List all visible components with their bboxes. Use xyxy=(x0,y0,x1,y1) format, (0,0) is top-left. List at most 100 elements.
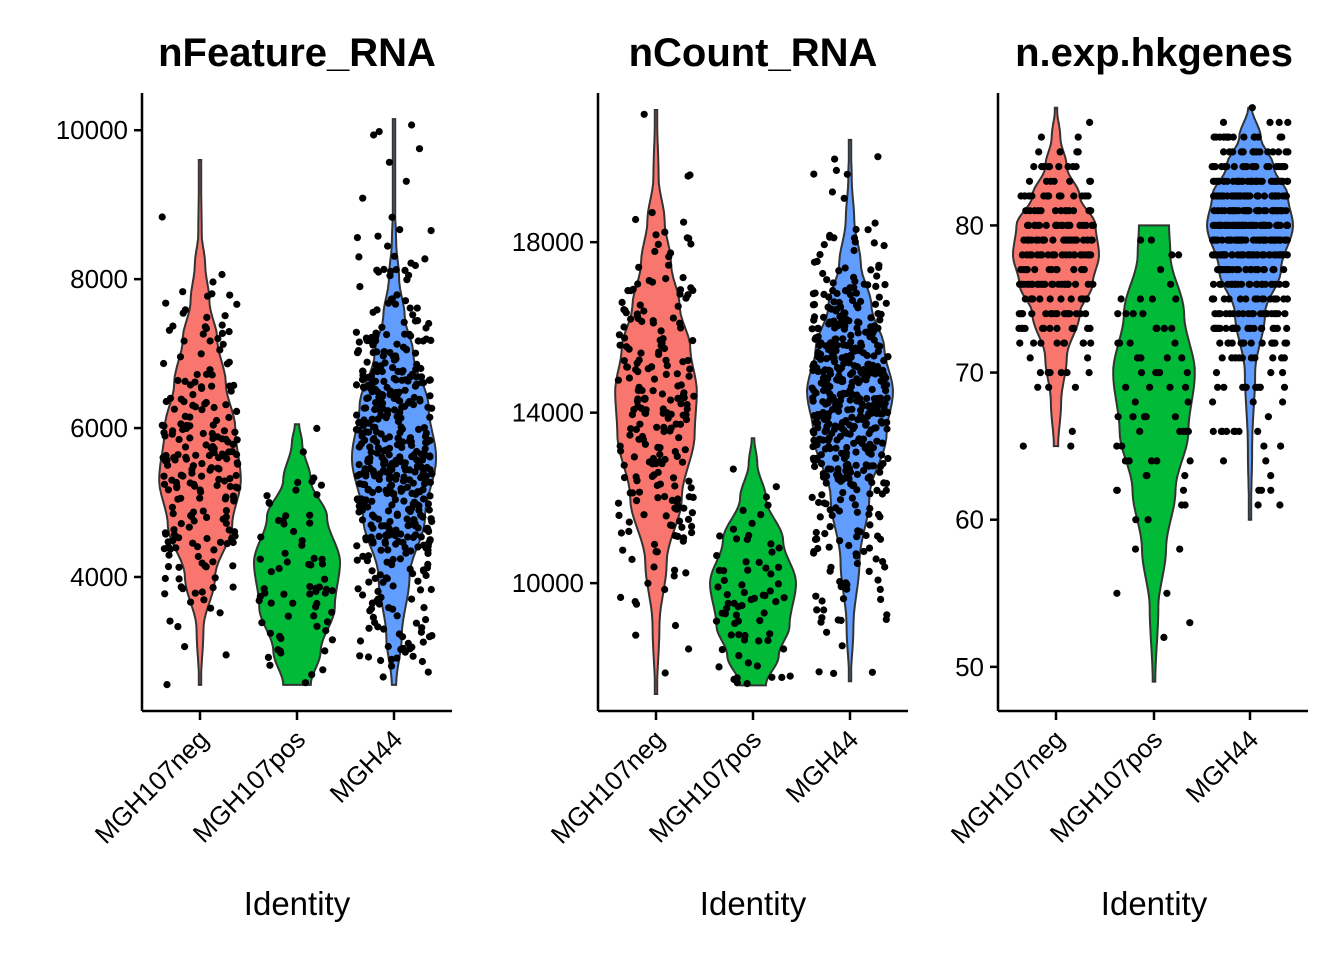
data-point xyxy=(179,585,187,593)
data-point xyxy=(1240,339,1248,347)
data-point xyxy=(853,470,862,478)
data-point xyxy=(633,497,641,505)
data-point xyxy=(284,612,292,620)
data-point xyxy=(658,390,667,398)
data-point xyxy=(883,425,891,433)
data-point xyxy=(359,422,367,430)
data-point xyxy=(876,513,884,521)
data-point xyxy=(1037,339,1045,347)
data-point xyxy=(1183,369,1191,377)
data-point xyxy=(847,331,855,339)
data-point xyxy=(369,341,377,349)
data-point xyxy=(1214,383,1222,391)
data-point xyxy=(817,451,825,459)
data-point xyxy=(832,166,841,174)
data-point xyxy=(820,313,828,321)
data-point xyxy=(1146,383,1154,391)
data-point xyxy=(865,544,874,552)
data-point xyxy=(371,405,379,414)
data-point xyxy=(356,637,365,645)
data-point xyxy=(192,451,200,459)
data-point xyxy=(415,145,424,153)
data-point xyxy=(378,367,386,376)
data-point xyxy=(1031,266,1039,274)
data-point xyxy=(743,535,751,544)
data-point xyxy=(1223,236,1232,244)
data-point xyxy=(1233,324,1241,332)
data-point xyxy=(370,435,378,443)
data-point xyxy=(397,423,405,431)
data-point xyxy=(1037,133,1045,141)
data-point xyxy=(1172,295,1180,303)
data-point xyxy=(1052,266,1060,274)
data-point xyxy=(856,528,864,536)
data-point xyxy=(382,414,390,422)
data-point xyxy=(353,542,361,550)
data-point xyxy=(1167,280,1175,288)
data-point xyxy=(299,448,307,456)
data-point xyxy=(712,617,721,625)
data-point xyxy=(830,669,838,678)
data-point xyxy=(852,225,860,234)
data-point xyxy=(353,556,361,564)
x-tick-label: MGH44 xyxy=(780,724,865,809)
data-point xyxy=(384,546,392,554)
data-point xyxy=(426,436,434,445)
data-point xyxy=(822,374,830,382)
data-point xyxy=(715,663,723,671)
data-point xyxy=(1069,236,1078,244)
data-point xyxy=(760,609,768,617)
data-point xyxy=(1216,280,1224,288)
data-point xyxy=(714,583,722,591)
data-point xyxy=(653,423,661,431)
data-point xyxy=(1060,236,1068,244)
data-point xyxy=(671,621,680,630)
data-point xyxy=(1034,207,1042,215)
data-point xyxy=(820,380,828,388)
data-point xyxy=(850,481,858,489)
data-point xyxy=(660,423,668,431)
data-point xyxy=(169,427,177,435)
data-point xyxy=(1278,354,1286,362)
data-point xyxy=(767,540,775,548)
data-point xyxy=(812,592,820,600)
data-point xyxy=(1086,324,1094,332)
data-point xyxy=(216,538,225,546)
data-point xyxy=(267,568,275,576)
data-point xyxy=(374,587,382,596)
data-point xyxy=(1028,192,1036,200)
data-point xyxy=(1282,192,1290,200)
data-point xyxy=(671,532,679,540)
data-point xyxy=(1254,427,1262,435)
data-point xyxy=(867,314,875,322)
data-point xyxy=(634,386,642,395)
y-tick-label: 14000 xyxy=(512,398,584,428)
data-point xyxy=(1056,148,1064,156)
data-point xyxy=(820,606,828,614)
data-point xyxy=(871,322,879,330)
data-point xyxy=(727,631,735,639)
data-point xyxy=(774,563,783,571)
data-point xyxy=(426,492,434,500)
data-point xyxy=(1178,501,1186,509)
data-point xyxy=(818,614,826,622)
data-point xyxy=(724,599,732,607)
data-point xyxy=(294,478,302,486)
violin-MGH107pos xyxy=(1112,224,1196,683)
data-point xyxy=(678,458,687,466)
data-point xyxy=(821,366,829,374)
data-point xyxy=(1209,427,1217,435)
data-point xyxy=(1210,177,1218,185)
data-point xyxy=(1084,354,1092,362)
data-point xyxy=(811,457,819,465)
data-point xyxy=(862,328,870,336)
data-point xyxy=(188,469,196,477)
data-point xyxy=(379,399,387,407)
data-point xyxy=(380,348,388,356)
data-point xyxy=(427,585,435,594)
data-point xyxy=(1282,207,1290,215)
data-point xyxy=(375,485,383,494)
data-point xyxy=(367,521,375,529)
data-point xyxy=(1222,324,1230,332)
data-point xyxy=(377,593,385,602)
